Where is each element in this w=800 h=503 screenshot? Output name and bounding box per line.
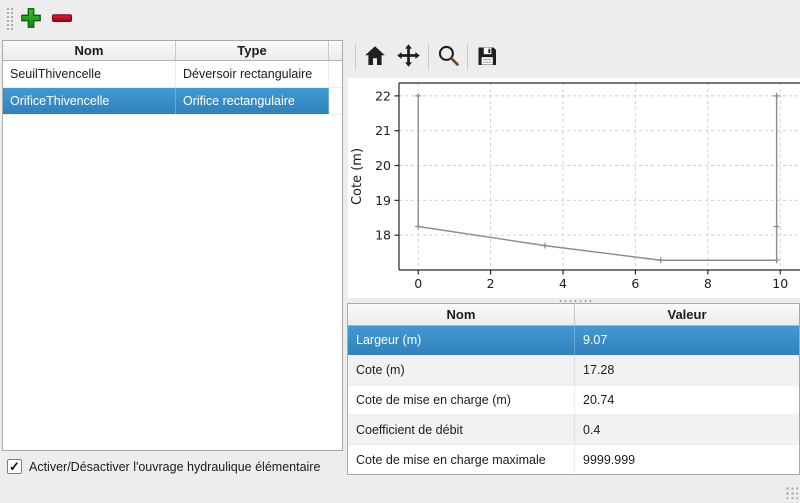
home-button[interactable] [361, 43, 389, 71]
column-header-type[interactable]: Type [176, 41, 329, 60]
check-icon: ✓ [9, 459, 20, 474]
cell-nom: SeuilThivencelle [3, 61, 176, 87]
pan-icon [396, 43, 421, 71]
column-header-gutter [329, 41, 342, 60]
svg-text:4: 4 [559, 276, 567, 291]
chart-figure: 0 2 4 6 8 10 18 19 20 21 22 Cote (m) [348, 78, 800, 298]
remove-structure-button[interactable] [49, 6, 75, 32]
save-button[interactable] [473, 43, 501, 71]
column-header-nom[interactable]: Nom [348, 304, 575, 325]
property-row-cote-mise-en-charge[interactable]: Cote de mise en charge (m) 20.74 [348, 385, 799, 416]
zoom-button[interactable] [434, 43, 462, 71]
pan-button[interactable] [394, 43, 422, 71]
minus-icon [50, 6, 74, 33]
toolbar-separator [467, 44, 468, 70]
table-row-orificethivencelle[interactable]: OrificeThivencelle Orifice rectangulaire [3, 88, 342, 115]
toolbar-drag-handle[interactable] [6, 7, 14, 31]
svg-text:0: 0 [414, 276, 422, 291]
plus-icon [19, 6, 43, 33]
chart-canvas[interactable]: 0 2 4 6 8 10 18 19 20 21 22 Cote (m) [348, 78, 800, 300]
property-name: Cote de mise en charge (m) [348, 385, 575, 415]
svg-text:19: 19 [375, 193, 391, 208]
save-icon [475, 44, 499, 71]
svg-text:6: 6 [631, 276, 639, 291]
svg-text:2: 2 [487, 276, 495, 291]
checkbox-label: Activer/Désactiver l'ouvrage hydraulique… [29, 459, 321, 474]
property-name: Largeur (m) [348, 326, 575, 355]
column-header-nom[interactable]: Nom [3, 41, 176, 60]
cell-type: Déversoir rectangulaire [176, 61, 329, 87]
window-resize-grip[interactable] [785, 486, 798, 499]
property-value[interactable]: 9999.999 [583, 452, 636, 467]
property-value[interactable]: 17.28 [583, 363, 615, 378]
property-row-coefficient-debit[interactable]: Coefficient de débit 0.4 [348, 415, 799, 446]
column-header-valeur[interactable]: Valeur [667, 307, 707, 322]
checkbox-box[interactable]: ✓ [7, 459, 22, 474]
svg-text:Cote (m): Cote (m) [350, 148, 365, 205]
table-row-seuilthivencelle[interactable]: SeuilThivencelle Déversoir rectangulaire [3, 61, 342, 88]
svg-text:21: 21 [375, 123, 391, 138]
home-icon [363, 44, 387, 71]
property-value[interactable]: 9.07 [583, 333, 608, 348]
svg-text:18: 18 [375, 228, 391, 243]
properties-table: Nom Valeur Largeur (m) 9.07 Cote (m) 17.… [347, 303, 800, 475]
add-structure-button[interactable] [18, 6, 44, 32]
properties-table-header: Nom Valeur [348, 304, 799, 326]
svg-text:8: 8 [704, 276, 712, 291]
magnifier-icon [436, 43, 461, 71]
svg-text:10: 10 [772, 276, 788, 291]
property-name: Cote (m) [348, 355, 575, 385]
cell-nom: OrificeThivencelle [3, 88, 176, 114]
property-name: Coefficient de débit [348, 415, 575, 445]
structures-table-header: Nom Type [3, 41, 342, 61]
toolbar-separator [428, 44, 429, 70]
property-row-largeur[interactable]: Largeur (m) 9.07 [348, 326, 799, 356]
structures-table: Nom Type SeuilThivencelle Déversoir rect… [2, 40, 343, 451]
property-value[interactable]: 0.4 [583, 422, 601, 437]
property-row-cote-mise-en-charge-max[interactable]: Cote de mise en charge maximale 9999.999 [348, 445, 799, 474]
property-value[interactable]: 20.74 [583, 392, 615, 407]
cell-type: Orifice rectangulaire [176, 88, 329, 114]
property-name: Cote de mise en charge maximale [348, 445, 575, 474]
enable-structure-checkbox[interactable]: ✓ Activer/Désactiver l'ouvrage hydrauliq… [7, 459, 320, 474]
property-row-cote[interactable]: Cote (m) 17.28 [348, 355, 799, 386]
svg-text:20: 20 [375, 158, 391, 173]
toolbar-separator [355, 44, 356, 70]
svg-text:22: 22 [375, 88, 391, 103]
splitter-handle[interactable] [558, 299, 592, 303]
